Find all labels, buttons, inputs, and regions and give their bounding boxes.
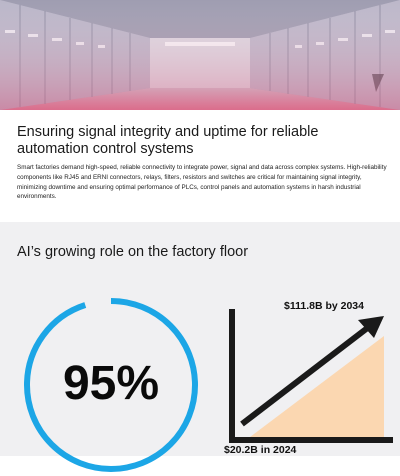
section-title: AI’s growing role on the factory floor bbox=[17, 244, 249, 260]
server-aisle-illustration bbox=[0, 0, 400, 110]
axis-lines bbox=[229, 309, 393, 443]
trend-arrow-line bbox=[240, 323, 372, 427]
arrow-head-icon bbox=[358, 316, 384, 338]
article-section: Ensuring signal integrity and uptime for… bbox=[0, 110, 400, 222]
percentage-value: 95% bbox=[62, 357, 160, 410]
growth-chart-graphic bbox=[229, 309, 393, 443]
percentage-ring: 95% bbox=[20, 294, 202, 476]
growth-area bbox=[246, 336, 384, 440]
article-body: Smart factories demand high-speed, relia… bbox=[17, 164, 387, 201]
start-value-label: $20.2B in 2024 bbox=[224, 444, 297, 456]
growth-graphic: $111.8B by 2034 $20.2B in 2024 bbox=[222, 300, 400, 460]
hero-image bbox=[0, 0, 400, 110]
article-headline: Ensuring signal integrity and uptime for… bbox=[17, 124, 319, 157]
stats-section: AI’s growing role on the factory floor 9… bbox=[0, 222, 400, 472]
end-value-label: $111.8B by 2034 bbox=[284, 300, 364, 312]
